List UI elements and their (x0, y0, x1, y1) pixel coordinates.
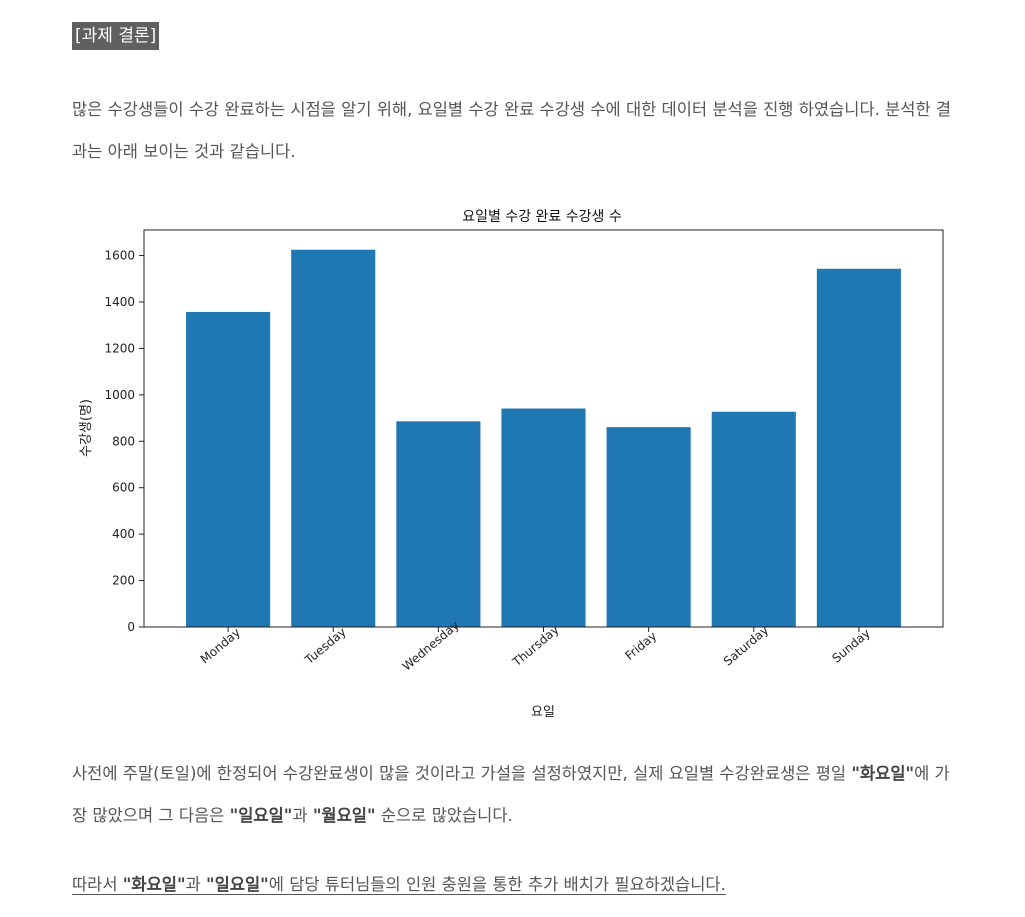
bars-layer (186, 249, 901, 627)
x-tick-label: Thursday (509, 623, 562, 670)
y-tick-label: 400 (112, 527, 135, 541)
conclusion-text-1: 따라서 (72, 875, 123, 894)
x-axis-label: 요일 (531, 705, 555, 720)
y-tick-label: 1200 (104, 341, 135, 355)
conclusion-highlight-tuesday: 화요일 (131, 875, 177, 894)
bar-sunday (816, 268, 901, 627)
intro-paragraph: 많은 수강생들이 수강 완료하는 시점을 알기 위해, 요일별 수강 완료 수강… (72, 100, 952, 161)
x-tick-label: Sunday (829, 626, 872, 666)
result-text-2: 에 가장 많았으며 그 다음은 (72, 764, 950, 825)
result-paragraph: 사전에 주말(토일)에 한정되어 수강완료생이 많을 것이라고 가설을 설정하였… (72, 753, 952, 837)
chart-title: 요일별 수강 완료 수강생 수 (462, 209, 622, 225)
result-quote: " (366, 806, 376, 825)
result-text-3: 과 (292, 806, 313, 825)
bar-thursday (501, 408, 586, 627)
result-highlight-tuesday: 화요일 (859, 764, 906, 783)
bar-friday (606, 427, 691, 627)
y-tick-label: 1400 (104, 295, 135, 309)
bar-saturday (711, 411, 796, 627)
result-quote: " (851, 764, 860, 783)
result-text-4: 순으로 많았습니다. (375, 806, 513, 825)
conclusion-quote: " (176, 875, 186, 894)
x-tick-label: Friday (622, 629, 659, 663)
result-quote: " (312, 806, 322, 825)
y-tick-label: 1000 (104, 388, 135, 402)
x-tick-label: Monday (198, 625, 243, 666)
bar-monday (186, 311, 271, 627)
conclusion-quote: " (206, 875, 215, 894)
y-axis-label: 수강생(명) (79, 399, 94, 457)
x-tick-label: Saturday (721, 623, 771, 668)
y-axis: 0 200 400 600 800 1000 1200 1400 1600 (104, 249, 144, 634)
result-highlight-sunday: 일요일 (238, 806, 284, 825)
bar-wednesday (396, 421, 481, 627)
y-tick-label: 800 (112, 434, 135, 448)
y-tick-label: 1600 (104, 249, 135, 263)
result-text-1: 사전에 주말(토일)에 한정되어 수강완료생이 많을 것이라고 가설을 설정하였… (72, 764, 852, 783)
y-tick-label: 600 (112, 481, 135, 495)
y-tick-label: 0 (127, 620, 135, 634)
bar-chart: 요일별 수강 완료 수강생 수 0 200 400 600 800 1000 1200 140… (79, 209, 944, 720)
result-quote: " (229, 806, 239, 825)
conclusion-quote: " (122, 875, 132, 894)
result-highlight-monday: 월요일 (321, 806, 367, 825)
result-quote: " (283, 806, 293, 825)
section-tag: [과제 결론] (72, 22, 160, 50)
conclusion-paragraph: 따라서 "화요일"과 "일요일"에 담당 튜터님들의 인원 충원을 통한 추가 … (72, 864, 952, 906)
conclusion-text-3: 에 담당 튜터님들의 인원 충원을 통한 추가 배치가 필요하겠습니다. (268, 875, 726, 894)
x-tick-label: Tuesday (302, 625, 349, 668)
chart-container: 요일별 수강 완료 수강생 수 0 200 400 600 800 1000 1200 140… (72, 195, 952, 725)
y-tick-label: 200 (112, 574, 135, 588)
conclusion-text-2: 과 (185, 875, 206, 894)
conclusion-quote: " (260, 875, 269, 894)
conclusion-highlight-sunday: 일요일 (214, 875, 261, 894)
bar-tuesday (291, 249, 376, 627)
result-quote: " (905, 764, 915, 783)
